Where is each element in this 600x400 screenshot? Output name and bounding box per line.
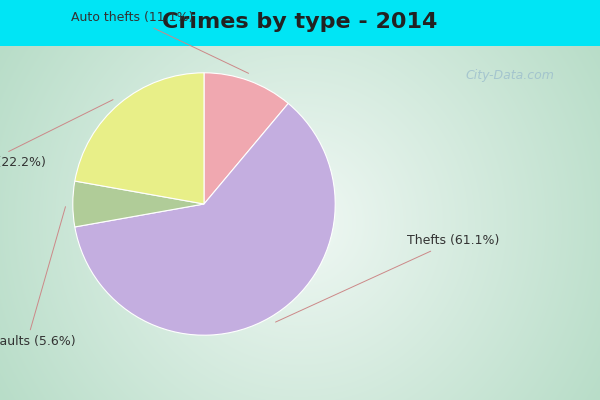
Text: Burglaries (22.2%): Burglaries (22.2%) xyxy=(0,100,113,168)
Wedge shape xyxy=(73,181,204,227)
Wedge shape xyxy=(204,73,288,204)
Wedge shape xyxy=(75,104,335,335)
Text: Auto thefts (11.1%): Auto thefts (11.1%) xyxy=(71,11,248,73)
Text: Assaults (5.6%): Assaults (5.6%) xyxy=(0,207,76,348)
Wedge shape xyxy=(75,73,204,204)
Bar xyxy=(0,0,600,46)
Text: Thefts (61.1%): Thefts (61.1%) xyxy=(275,234,500,322)
Text: City-Data.com: City-Data.com xyxy=(466,70,554,82)
Text: Crimes by type - 2014: Crimes by type - 2014 xyxy=(163,12,437,32)
